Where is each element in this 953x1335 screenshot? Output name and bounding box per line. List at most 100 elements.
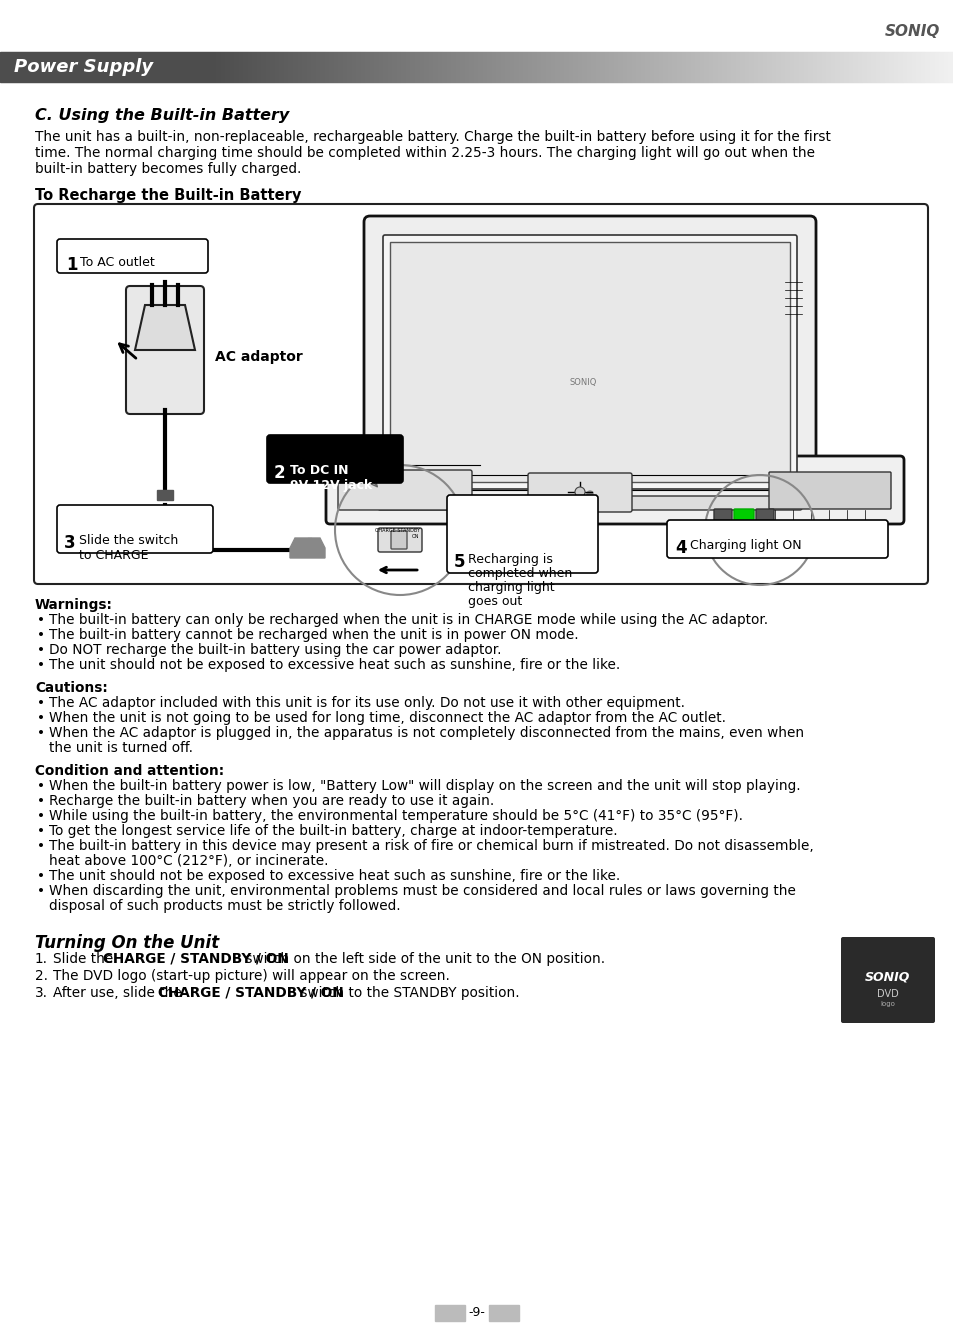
- Bar: [294, 52, 295, 81]
- Bar: [118, 52, 119, 81]
- Text: 3: 3: [64, 534, 75, 551]
- Bar: [775, 52, 776, 81]
- Bar: [53, 52, 54, 81]
- Bar: [99, 52, 100, 81]
- Bar: [332, 52, 333, 81]
- Bar: [541, 52, 542, 81]
- Bar: [27, 52, 28, 81]
- Text: The unit should not be exposed to excessive heat such as sunshine, fire or the l: The unit should not be exposed to excess…: [49, 658, 619, 672]
- Bar: [672, 52, 673, 81]
- Bar: [602, 52, 603, 81]
- Bar: [57, 52, 58, 81]
- Bar: [357, 52, 358, 81]
- Bar: [536, 52, 537, 81]
- Text: To DC IN: To DC IN: [290, 465, 348, 477]
- Bar: [747, 52, 748, 81]
- Bar: [638, 52, 639, 81]
- Bar: [592, 52, 593, 81]
- Bar: [306, 52, 307, 81]
- Bar: [522, 52, 523, 81]
- Bar: [735, 52, 737, 81]
- Bar: [732, 52, 733, 81]
- Bar: [901, 52, 902, 81]
- Bar: [585, 52, 586, 81]
- Bar: [20, 52, 21, 81]
- Bar: [676, 52, 677, 81]
- Bar: [127, 52, 128, 81]
- Bar: [755, 52, 757, 81]
- Bar: [477, 52, 478, 81]
- Polygon shape: [135, 304, 194, 350]
- Bar: [420, 52, 421, 81]
- Bar: [713, 52, 714, 81]
- Bar: [75, 52, 76, 81]
- Bar: [388, 52, 389, 81]
- Bar: [361, 52, 363, 81]
- Bar: [375, 52, 376, 81]
- Bar: [212, 52, 213, 81]
- Bar: [61, 52, 62, 81]
- Bar: [731, 52, 732, 81]
- Bar: [921, 52, 923, 81]
- Bar: [584, 52, 585, 81]
- Bar: [869, 52, 870, 81]
- Bar: [202, 52, 203, 81]
- Bar: [822, 52, 823, 81]
- Bar: [797, 52, 799, 81]
- Bar: [626, 52, 627, 81]
- Bar: [726, 52, 727, 81]
- Bar: [64, 52, 65, 81]
- Bar: [78, 52, 79, 81]
- Bar: [595, 52, 596, 81]
- Bar: [649, 52, 650, 81]
- Bar: [785, 52, 786, 81]
- Bar: [247, 52, 248, 81]
- Text: The unit has a built-in, non-replaceable, rechargeable battery. Charge the built: The unit has a built-in, non-replaceable…: [35, 129, 830, 144]
- Bar: [6, 52, 7, 81]
- Bar: [338, 52, 339, 81]
- FancyBboxPatch shape: [755, 509, 773, 521]
- Bar: [91, 52, 92, 81]
- Bar: [791, 52, 792, 81]
- Bar: [95, 52, 96, 81]
- Circle shape: [575, 487, 584, 497]
- Bar: [914, 52, 915, 81]
- Bar: [687, 52, 688, 81]
- Bar: [156, 52, 157, 81]
- Bar: [521, 52, 522, 81]
- Bar: [299, 52, 301, 81]
- Bar: [446, 52, 447, 81]
- Bar: [534, 52, 535, 81]
- Bar: [302, 52, 303, 81]
- Text: •: •: [37, 809, 45, 822]
- Bar: [320, 52, 322, 81]
- Bar: [935, 52, 936, 81]
- Bar: [778, 52, 779, 81]
- Bar: [288, 52, 289, 81]
- Bar: [395, 52, 396, 81]
- Bar: [344, 52, 345, 81]
- Bar: [910, 52, 911, 81]
- FancyBboxPatch shape: [382, 235, 796, 489]
- Bar: [765, 52, 766, 81]
- Bar: [374, 52, 375, 81]
- Bar: [853, 52, 854, 81]
- Bar: [587, 52, 588, 81]
- Bar: [850, 52, 851, 81]
- Bar: [310, 52, 311, 81]
- Bar: [394, 52, 395, 81]
- Bar: [937, 52, 938, 81]
- Bar: [752, 52, 753, 81]
- Bar: [180, 52, 181, 81]
- Bar: [198, 52, 199, 81]
- Bar: [272, 52, 273, 81]
- Bar: [710, 52, 711, 81]
- Bar: [497, 52, 498, 81]
- Bar: [101, 52, 102, 81]
- Bar: [565, 52, 566, 81]
- Bar: [317, 52, 318, 81]
- Bar: [929, 52, 930, 81]
- Bar: [480, 52, 481, 81]
- Bar: [122, 52, 123, 81]
- Bar: [703, 52, 704, 81]
